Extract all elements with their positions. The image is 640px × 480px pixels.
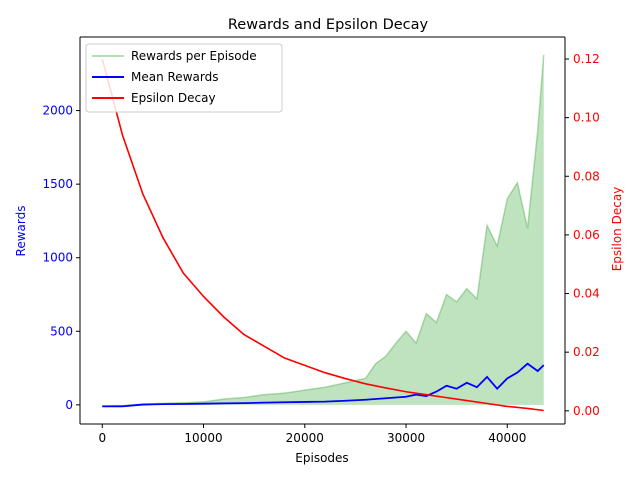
mean-layer bbox=[102, 362, 545, 408]
y2-tick-label: 0.02 bbox=[573, 345, 600, 359]
y2-tick-label: 0.12 bbox=[573, 52, 600, 66]
x-tick-label: 0 bbox=[98, 431, 106, 445]
x-tick-label: 10000 bbox=[184, 431, 222, 445]
legend-box bbox=[85, 43, 283, 113]
mean-rewards-line bbox=[102, 362, 545, 408]
legend-label-rewards: Rewards per Episode bbox=[131, 49, 257, 63]
ticks-layer: 0 10000 20000 30000 40000 0 500 1000 1500 2000 0.0… bbox=[42, 52, 599, 445]
x-tick-label: 20000 bbox=[286, 431, 324, 445]
epsilon-decay-line bbox=[101, 58, 544, 412]
y2-tick-label: 0.10 bbox=[573, 111, 600, 125]
x-tick-label: 40000 bbox=[488, 431, 526, 445]
y2-tick-label: 0.04 bbox=[573, 287, 600, 301]
y-tick-label: 1500 bbox=[42, 177, 73, 191]
epsilon-layer bbox=[101, 58, 544, 412]
legend-label-epsilon: Epsilon Decay bbox=[131, 91, 216, 105]
x-axis-label: Episodes bbox=[295, 451, 348, 465]
rewards-area bbox=[102, 54, 544, 407]
y-tick-label: 1000 bbox=[42, 251, 73, 265]
y-tick-label: 500 bbox=[50, 324, 73, 338]
legend-label-mean: Mean Rewards bbox=[131, 70, 218, 84]
rewards-line bbox=[102, 54, 545, 408]
y2-tick-label: 0.00 bbox=[573, 404, 600, 418]
x-tick-label: 30000 bbox=[387, 431, 425, 445]
y2-tick-label: 0.06 bbox=[573, 228, 600, 242]
y-tick-label: 2000 bbox=[42, 104, 73, 118]
y2-axis-label: Epsilon Decay bbox=[610, 187, 624, 272]
y-tick-label: 0 bbox=[65, 398, 73, 412]
chart-title: Rewards and Epsilon Decay bbox=[228, 17, 429, 33]
y2-tick-label: 0.08 bbox=[573, 169, 600, 183]
axes-layer bbox=[79, 36, 566, 425]
legend: Rewards per Episode Mean Rewards Epsilon… bbox=[85, 43, 283, 113]
y-axis-label: Rewards bbox=[14, 206, 28, 257]
rewards-layer bbox=[102, 54, 545, 408]
